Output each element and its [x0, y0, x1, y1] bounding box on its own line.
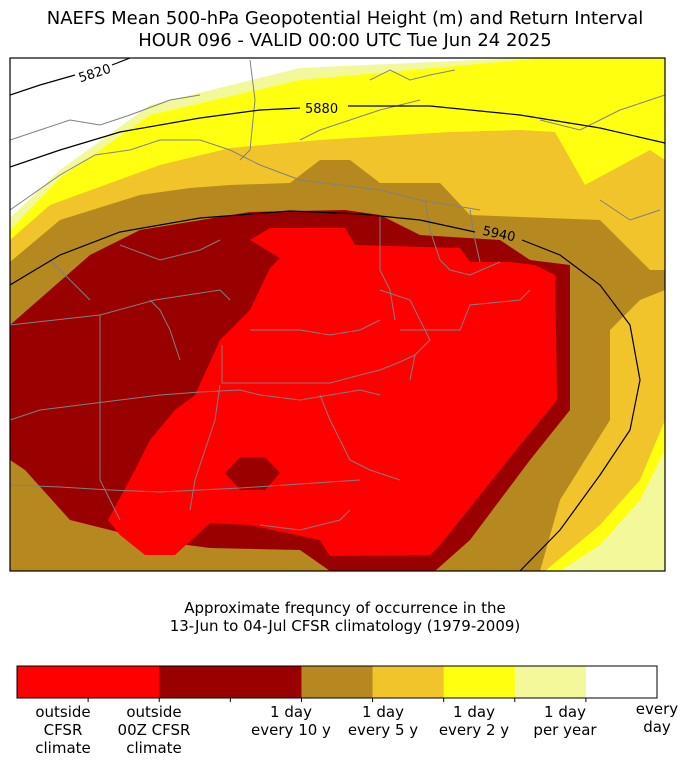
contour-5820-line-east [111, 58, 131, 66]
legend-caption-line2: 13-Jun to 04-Jul CFSR climatology (1979-… [169, 617, 521, 635]
legend-label: 1 day every 5 y [347, 703, 419, 739]
valid-time-title: HOUR 096 - VALID 00:00 UTC Tue Jun 24 20… [138, 30, 552, 51]
per-year-region-east [560, 470, 665, 571]
contour-5880-label: 5880 [305, 102, 338, 117]
colorbar-frame [16, 665, 658, 699]
outside-00z-cfsr-island [225, 457, 280, 490]
colorbar-segment [301, 666, 374, 698]
legend-caption-line1: Approximate frequncy of occurrence in th… [184, 599, 506, 617]
legend-label: every day [635, 700, 679, 736]
contour-5940-label: 5940 [481, 224, 516, 246]
colorbar-segment [88, 666, 160, 698]
chart-title: NAEFS Mean 500-hPa Geopotential Height (… [46, 8, 644, 29]
political-borders [10, 59, 665, 531]
legend-label: 1 day every 10 y [251, 703, 331, 739]
legend-label: 1 day every 2 y [438, 703, 510, 739]
outside-cfsr-region [108, 228, 557, 556]
legend-label: outside 00Z CFSR climate [117, 703, 191, 757]
return-interval-field: 5820 5880 5940 [10, 58, 665, 571]
colorbar-segment [585, 666, 658, 698]
contour-5940-line [10, 210, 476, 286]
contour-5820-line [10, 74, 76, 96]
colorbar-segment [514, 666, 587, 698]
legend-label: outside CFSR climate [35, 703, 91, 757]
contour-5880-line [10, 107, 301, 168]
legend-colorbar [17, 666, 658, 702]
colorbar-segment [230, 666, 302, 698]
colorbar-segment [443, 666, 516, 698]
height-contours [10, 58, 665, 571]
map-frame [9, 57, 666, 572]
contour-5880-line-east [348, 105, 665, 144]
colorbar-segment [17, 666, 89, 698]
colorbar-segment [372, 666, 445, 698]
contour-5940-line-east [519, 239, 641, 571]
colorbar-segment [159, 666, 231, 698]
legend-label: 1 day per year [533, 703, 597, 739]
